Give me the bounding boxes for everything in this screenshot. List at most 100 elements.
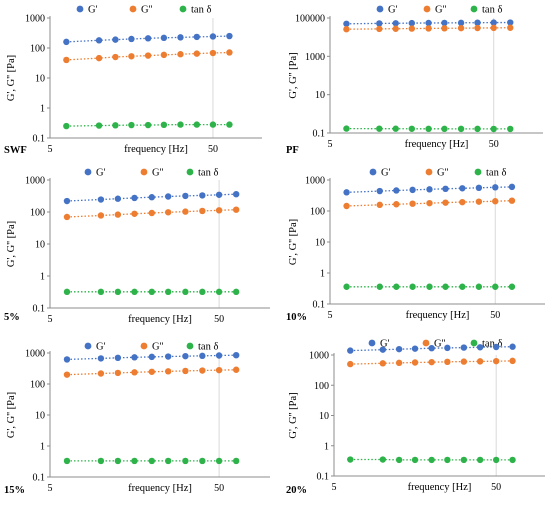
data-point-tan-delta	[216, 289, 222, 295]
panel-label: 20%	[286, 485, 307, 496]
data-point-g-double-prime	[491, 25, 497, 31]
data-point-tan-delta	[409, 284, 415, 290]
data-point-g-double-prime	[442, 199, 448, 205]
data-point-tan-delta	[182, 458, 188, 464]
data-point-tan-delta	[233, 458, 239, 464]
data-point-tan-delta	[347, 456, 353, 462]
data-point-g-prime	[444, 345, 450, 351]
legend-marker-g-prime	[85, 169, 92, 176]
data-point-g-double-prime	[149, 210, 155, 216]
data-point-g-double-prime	[149, 369, 155, 375]
legend-label-tan-delta: tan δ	[191, 5, 211, 16]
data-point-g-prime	[112, 36, 118, 42]
x-axis-label: frequency [Hz]	[408, 482, 472, 493]
legend-label-tan-delta: tan δ	[482, 339, 502, 350]
data-point-g-double-prime	[376, 26, 382, 32]
data-point-g-double-prime	[425, 25, 431, 31]
y-tick-label: 1	[40, 104, 45, 115]
data-point-g-prime	[216, 192, 222, 198]
data-point-g-prime	[165, 353, 171, 359]
data-point-g-double-prime	[63, 57, 69, 63]
x-tick-label: 50	[214, 483, 224, 494]
data-point-tan-delta	[412, 457, 418, 463]
data-point-tan-delta	[226, 121, 232, 127]
legend-label-g-double-prime: G''	[152, 168, 163, 179]
data-point-g-prime	[343, 189, 349, 195]
x-tick-label: 50	[490, 310, 500, 321]
legend-marker-g-prime	[370, 169, 377, 176]
data-point-tan-delta	[377, 284, 383, 290]
data-point-g-prime	[210, 33, 216, 39]
data-point-g-double-prime	[182, 368, 188, 374]
data-point-g-double-prime	[409, 200, 415, 206]
data-point-g-double-prime	[428, 359, 434, 365]
y-tick-label: 10	[319, 411, 329, 422]
data-point-g-prime	[393, 187, 399, 193]
panel-label: SWF	[4, 145, 27, 156]
data-point-g-prime	[426, 186, 432, 192]
legend-label-g-prime: G'	[381, 168, 391, 179]
y-tick-label: 0.1	[33, 134, 46, 145]
y-tick-label: 100	[30, 380, 45, 391]
y-tick-label: 0.1	[33, 304, 46, 315]
y-tick-label: 0.1	[313, 129, 326, 140]
data-point-g-prime	[476, 185, 482, 191]
y-tick-label: 10	[315, 238, 325, 249]
legend-label-g-prime: G'	[88, 5, 98, 16]
legend-marker-g-double-prime	[426, 169, 433, 176]
data-point-tan-delta	[149, 458, 155, 464]
data-point-tan-delta	[182, 289, 188, 295]
data-point-g-prime	[412, 345, 418, 351]
data-point-g-prime	[161, 35, 167, 41]
legend-marker-tan-delta	[180, 6, 187, 13]
panel-label: 10%	[286, 312, 307, 323]
data-point-tan-delta	[393, 284, 399, 290]
y-tick-label: 10	[35, 74, 45, 85]
x-axis-label: frequency [Hz]	[406, 310, 470, 321]
data-point-g-double-prime	[182, 208, 188, 214]
data-point-g-prime	[233, 191, 239, 197]
data-point-tan-delta	[492, 284, 498, 290]
x-tick-label: 5	[48, 144, 53, 155]
data-point-g-double-prime	[441, 25, 447, 31]
data-point-g-double-prime	[343, 203, 349, 209]
data-point-g-double-prime	[194, 50, 200, 56]
x-tick-label: 5	[328, 310, 333, 321]
data-point-g-double-prime	[226, 49, 232, 55]
data-point-tan-delta	[177, 121, 183, 127]
data-point-g-prime	[149, 194, 155, 200]
data-point-g-double-prime	[509, 358, 515, 364]
data-point-tan-delta	[476, 284, 482, 290]
data-point-g-prime	[461, 344, 467, 350]
data-point-g-double-prime	[393, 201, 399, 207]
data-point-g-double-prime	[98, 370, 104, 376]
legend-marker-g-double-prime	[423, 340, 430, 347]
y-tick-label: 1	[324, 441, 329, 452]
data-point-g-prime	[493, 344, 499, 350]
data-point-g-double-prime	[477, 358, 483, 364]
data-point-g-prime	[442, 186, 448, 192]
data-point-tan-delta	[115, 289, 121, 295]
data-point-tan-delta	[131, 458, 137, 464]
data-point-tan-delta	[380, 456, 386, 462]
data-point-g-double-prime	[412, 359, 418, 365]
data-point-tan-delta	[64, 458, 70, 464]
data-point-g-double-prime	[377, 202, 383, 208]
data-point-tan-delta	[441, 126, 447, 132]
y-tick-label: 1000	[25, 14, 45, 25]
x-tick-label: 5	[48, 314, 53, 325]
data-point-g-double-prime	[380, 360, 386, 366]
data-point-g-double-prime	[199, 367, 205, 373]
legend-label-g-double-prime: G''	[437, 168, 448, 179]
data-point-g-double-prime	[161, 52, 167, 58]
data-point-g-prime	[64, 356, 70, 362]
data-point-tan-delta	[459, 284, 465, 290]
data-point-tan-delta	[98, 289, 104, 295]
data-point-g-prime	[96, 37, 102, 43]
data-point-g-prime	[409, 20, 415, 26]
data-point-tan-delta	[493, 457, 499, 463]
data-point-g-prime	[194, 34, 200, 40]
data-point-tan-delta	[509, 284, 515, 290]
